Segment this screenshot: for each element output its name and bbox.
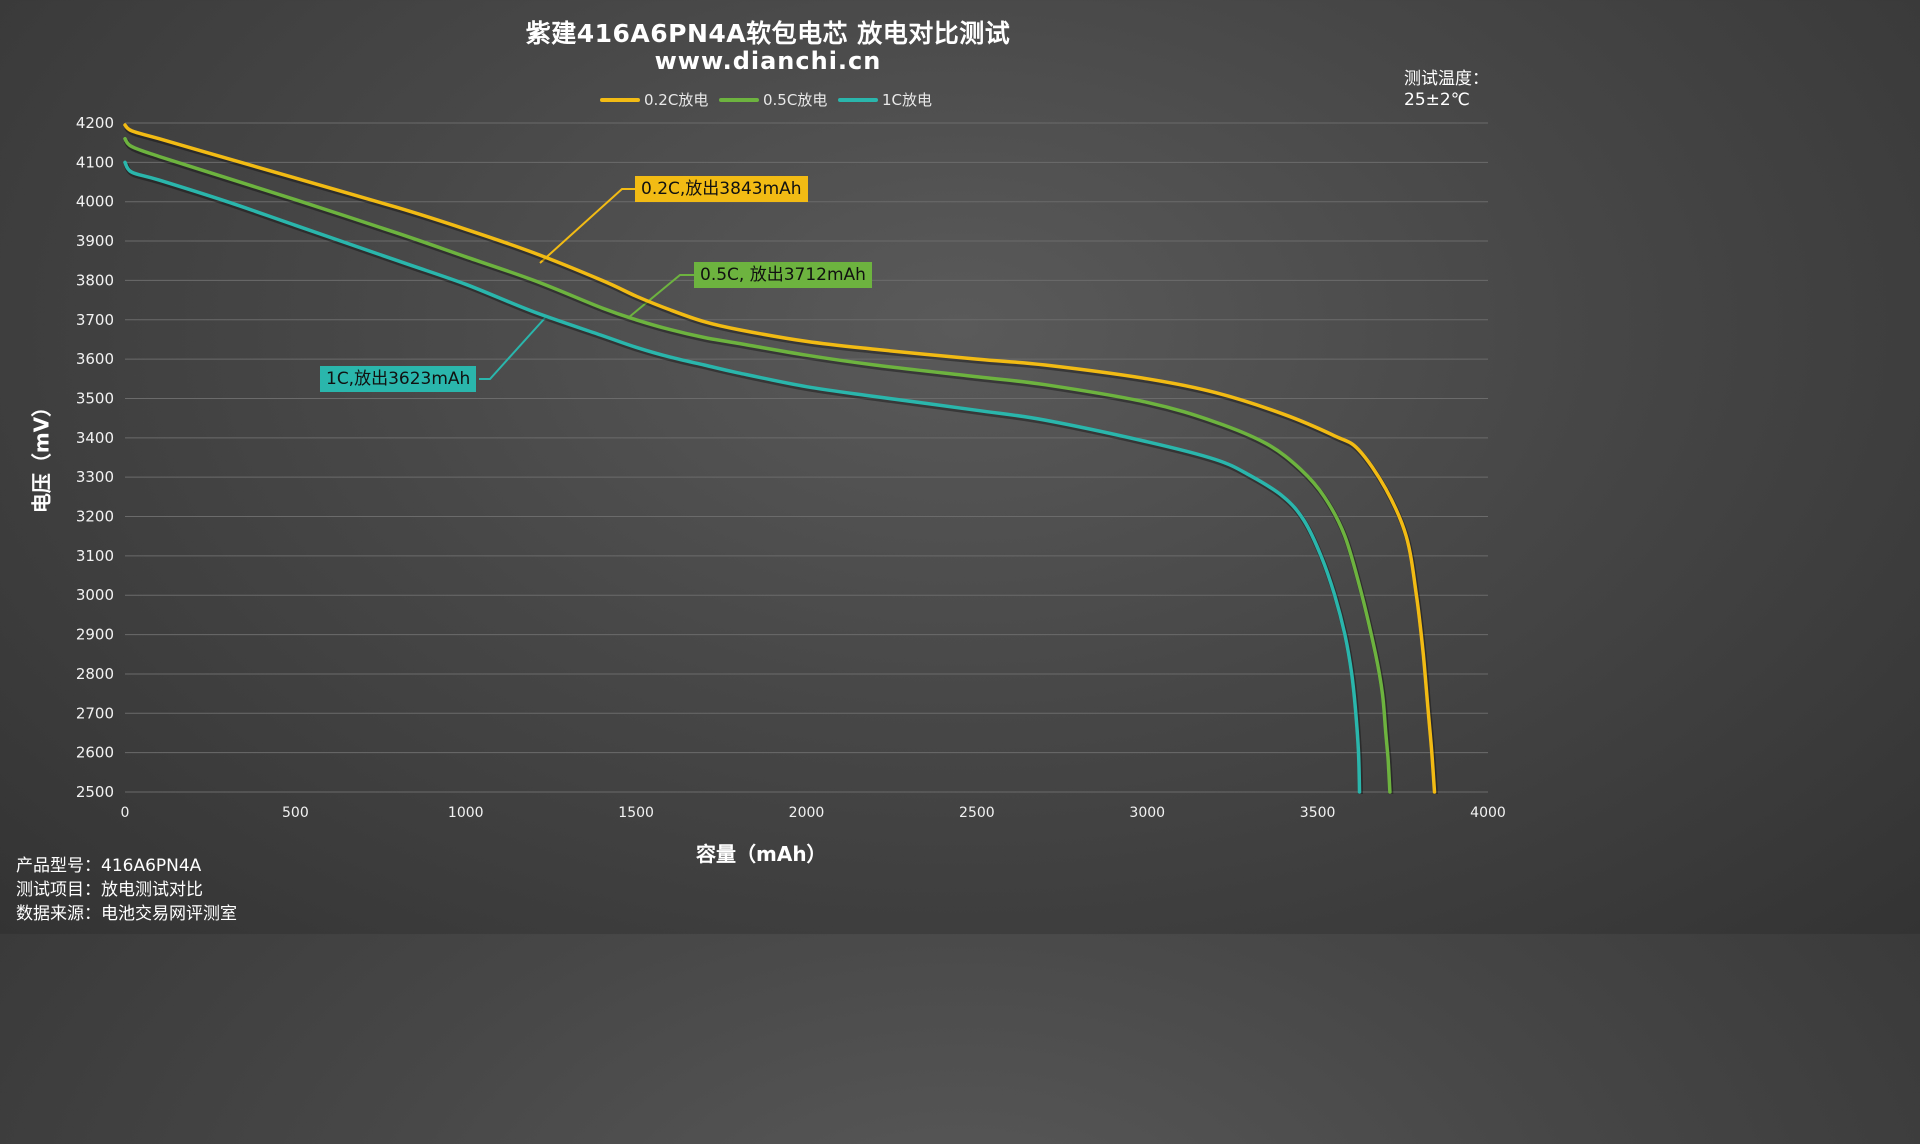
y-tick-label: 2900 (76, 626, 114, 644)
y-tick-label: 3300 (76, 468, 114, 486)
y-tick-label: 3600 (76, 350, 114, 368)
legend-label-05c: 0.5C放电 (763, 91, 828, 109)
series-lines (123, 123, 1438, 795)
legend-swatch-1c (838, 97, 878, 102)
leader-line-1c (479, 317, 546, 380)
y-tick-label: 3100 (76, 547, 114, 565)
test-item: 测试项目：放电测试对比 (16, 880, 203, 900)
y-tick-label: 3200 (76, 508, 114, 526)
legend-item-02c: 0.2C放电 (600, 89, 708, 110)
y-tick-label: 3800 (76, 271, 114, 289)
annotation-1c: 1C,放出3623mAh (320, 366, 477, 392)
leader-line-02c (539, 188, 635, 264)
x-axis-title: 容量（mAh） (696, 842, 827, 866)
series-line-05c-shadow (123, 139, 1394, 795)
data-source: 数据来源：电池交易网评测室 (16, 904, 237, 924)
annotation-02c: 0.2C,放出3843mAh (635, 176, 808, 202)
x-tick-label: 1500 (618, 805, 654, 821)
x-tick-label: 0 (121, 805, 130, 821)
x-tick-label: 2500 (959, 805, 995, 821)
product-model: 产品型号：416A6PN4A (16, 856, 202, 876)
legend-label-1c: 1C放电 (882, 91, 933, 109)
legend-swatch-02c (600, 97, 640, 102)
y-tick-label: 2800 (76, 665, 114, 683)
y-tick-label: 2500 (76, 783, 114, 801)
annotation-leader-lines (479, 188, 694, 380)
chart-title: 紫建416A6PN4A软包电芯 放电对比测试 (525, 19, 1011, 48)
y-tick-label: 4100 (76, 153, 114, 171)
temperature-label: 测试温度： (1404, 69, 1489, 89)
legend-item-1c: 1C放电 (838, 89, 932, 110)
y-tick-label: 3900 (76, 232, 114, 250)
temperature-value: 25±2℃ (1404, 90, 1470, 110)
x-tick-label: 4000 (1470, 805, 1506, 821)
legend-swatch-05c (719, 97, 759, 102)
x-tick-label: 2000 (789, 805, 825, 821)
legend-item-05c: 0.5C放电 (719, 89, 827, 110)
discharge-chart: 2500 2600 2700 2800 2900 3000 3100 3200 3300 3400… (76, 114, 1506, 821)
x-tick-labels: 0 500 1000 1500 2000 2500 3000 3500 4000 (121, 805, 1506, 821)
y-tick-labels: 2500 2600 2700 2800 2900 3000 3100 3200 3300 3400… (76, 114, 114, 801)
series-line-1c (123, 160, 1362, 794)
y-tick-label: 4000 (76, 193, 114, 211)
y-tick-label: 3700 (76, 311, 114, 329)
y-tick-label: 3000 (76, 586, 114, 604)
x-tick-label: 500 (282, 805, 309, 821)
series-line-05c (123, 136, 1392, 794)
x-tick-label: 3500 (1300, 805, 1336, 821)
y-axis-title: 电压（mV） (29, 396, 54, 514)
series-line-02c-shadow (124, 125, 1438, 795)
leader-line-05c (627, 274, 694, 319)
series-line-02c (123, 123, 1437, 794)
x-tick-label: 1000 (448, 805, 484, 821)
x-tick-label: 3000 (1129, 805, 1165, 821)
y-tick-label: 4200 (76, 114, 114, 132)
chart-subtitle: www.dianchi.cn (654, 47, 882, 75)
y-tick-label: 2700 (76, 704, 114, 722)
annotation-05c: 0.5C, 放出3712mAh (694, 262, 872, 288)
series-line-1c-shadow (123, 162, 1363, 795)
y-tick-label: 3400 (76, 429, 114, 447)
y-tick-label: 2600 (76, 744, 114, 762)
legend-label-02c: 0.2C放电 (644, 91, 709, 109)
y-tick-label: 3500 (76, 389, 114, 407)
